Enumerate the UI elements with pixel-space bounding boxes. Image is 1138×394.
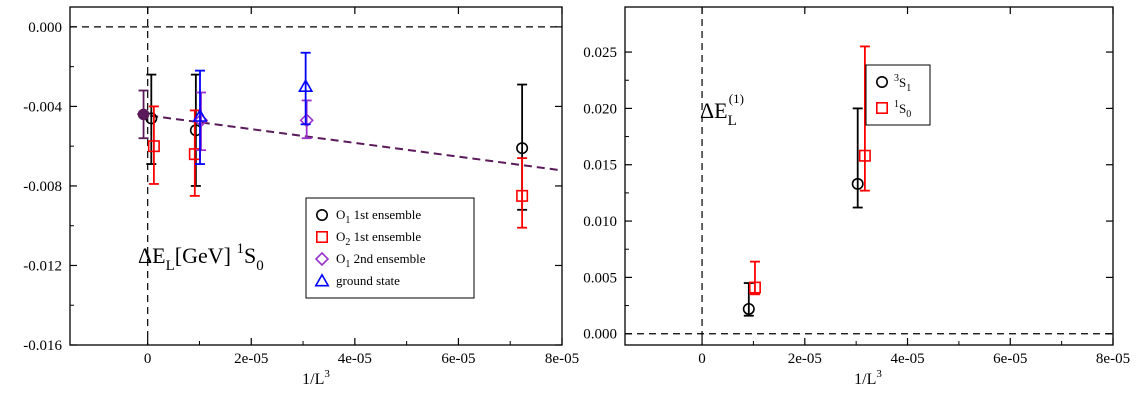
left-data-point-diamond (299, 99, 314, 140)
right-panel: 0 2e-05 4e-05 6e-05 8e-05 0.000 0.005 0.010 0.01… (583, 6, 1130, 388)
right-legend-item: 1S0 (875, 99, 911, 120)
right-y-tick-label: 0.005 (583, 270, 617, 286)
right-x-tick-label: 2e-05 (788, 351, 822, 367)
right-y-tick-label: 0.025 (583, 45, 617, 61)
right-data-point-circle (742, 282, 755, 317)
right-data-point-circle (851, 107, 864, 209)
right-annotation: ΔEL(1) (700, 91, 744, 129)
left-panel: 0 2e-05 4e-05 6e-05 8e-05 -0.016 -0.012 -0.008 -… (23, 6, 579, 388)
left-annotation: ΔEL[GeV] 1S0 (138, 241, 264, 274)
left-legend-box (305, 197, 475, 299)
marker-diamond (299, 113, 314, 128)
left-fit-line (137, 112, 563, 172)
left-legend: O1 1st ensemble O2 1st ensemble O1 2nd ens… (305, 197, 475, 299)
left-data-point-triangle (298, 51, 314, 126)
right-legend-label: 1S0 (894, 99, 911, 120)
left-y-tick-label: -0.004 (23, 99, 62, 115)
left-data-point-filled-circle (137, 89, 150, 140)
left-x-tick-label: 6e-05 (441, 351, 475, 367)
marker-square (858, 149, 871, 162)
left-legend-item: ground state (314, 273, 400, 288)
left-legend-item: O1 1st ensemble (315, 207, 421, 226)
marker-circle (516, 142, 529, 155)
right-y-tick-label: 0.000 (583, 327, 617, 343)
legend-marker-circle (315, 209, 328, 222)
marker-circle (742, 302, 755, 315)
marker-square (147, 140, 160, 153)
left-x-tick-label: 8e-05 (545, 351, 579, 367)
right-x-tick-label: 0 (698, 351, 706, 367)
right-legend-item: 3S1 (875, 73, 911, 94)
left-data-point-square (147, 105, 160, 185)
legend-marker-triangle (314, 273, 330, 287)
right-x-tick-label: 4e-05 (890, 351, 924, 367)
left-data-point-square (516, 157, 529, 229)
left-legend-label: O1 1st ensemble (336, 207, 421, 226)
legend-marker-square (875, 102, 888, 115)
left-legend-label: O2 1st ensemble (336, 229, 421, 248)
marker-filled-circle (137, 108, 150, 121)
right-legend-box (865, 64, 931, 126)
right-data-point-square (858, 45, 871, 192)
right-x-tick-label: 8e-05 (1096, 351, 1130, 367)
right-y-tick-label: 0.015 (583, 158, 617, 174)
right-x-tick-label: 6e-05 (993, 351, 1027, 367)
left-y-tick-label: 0.000 (28, 20, 62, 36)
marker-triangle (298, 78, 314, 92)
left-x-axis-label: 1/L3 (302, 368, 330, 388)
left-plot-frame (69, 6, 563, 346)
marker-square (516, 189, 529, 202)
right-y-tick-label: 0.020 (583, 101, 617, 117)
legend-marker-circle (875, 76, 888, 89)
left-legend-label: ground state (336, 273, 400, 288)
right-x-axis-label: 1/L3 (854, 368, 882, 388)
left-y-tick-label: -0.012 (23, 258, 62, 274)
legend-marker-diamond (314, 251, 330, 267)
right-y-tick-label: 0.010 (583, 214, 617, 230)
marker-square (748, 281, 761, 294)
left-legend-item: O2 1st ensemble (315, 229, 421, 248)
left-x-tick-label: 4e-05 (338, 351, 372, 367)
left-legend-label: O1 2nd ensemble (336, 251, 426, 270)
right-legend-label: 3S1 (894, 73, 911, 94)
left-x-tick-label: 0 (144, 351, 152, 367)
left-x-tick-label: 2e-05 (234, 351, 268, 367)
legend-marker-square (315, 231, 328, 244)
left-y-tick-label: -0.016 (23, 338, 62, 354)
right-data-point-square (748, 260, 761, 296)
left-y-tick-label: -0.008 (23, 179, 62, 195)
marker-triangle (192, 108, 208, 122)
marker-circle (851, 177, 864, 190)
left-legend-item: O1 2nd ensemble (314, 251, 426, 270)
right-plot-frame (624, 6, 1114, 346)
left-data-point-triangle (192, 69, 208, 165)
